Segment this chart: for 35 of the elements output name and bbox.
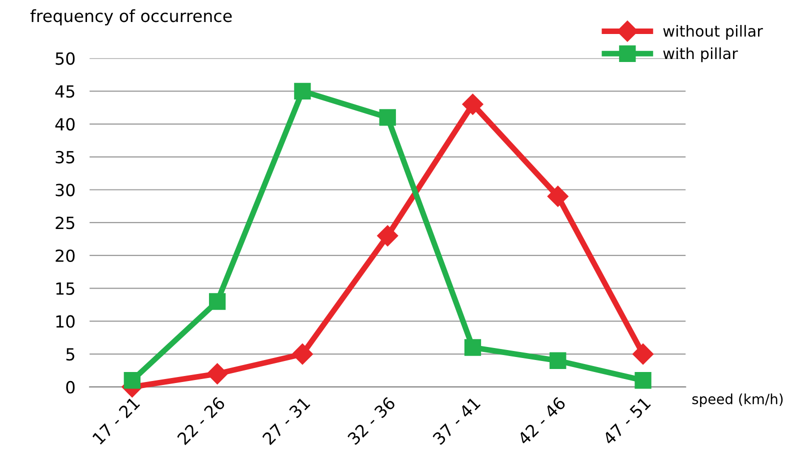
x-tick-label: 17 - 21 (92, 396, 140, 445)
point (208, 293, 226, 310)
point (547, 186, 568, 207)
y-tick-label: 20 (56, 249, 75, 262)
y-tick-label: 15 (56, 282, 74, 295)
y-tick-label: 35 (56, 150, 74, 164)
point (377, 225, 398, 246)
y-tick-label: 5 (66, 348, 74, 361)
y-tick-label: 50 (56, 52, 75, 65)
y-tick-label: 40 (55, 118, 75, 131)
point (634, 372, 652, 389)
x-axis-title: speed (km/h) (692, 394, 783, 407)
point (124, 372, 141, 389)
point (632, 344, 654, 365)
x-tick-label: 27 - 31 (262, 396, 310, 446)
point (464, 339, 482, 356)
legend-label: without pillar (663, 24, 763, 40)
point (292, 344, 313, 365)
point (550, 352, 566, 369)
y-tick-label: 45 (55, 85, 74, 98)
x-tick-label: 42 - 46 (516, 396, 566, 446)
y-tick-label: 10 (56, 315, 75, 328)
point (462, 94, 484, 115)
point (294, 82, 311, 100)
x-tick-label: 37 - 41 (432, 396, 481, 446)
legend-label: with pillar (663, 47, 738, 62)
point (206, 363, 228, 384)
y-tick-label: 25 (56, 216, 74, 230)
x-tick-label: 47 - 51 (602, 396, 652, 446)
y-tick-label: 30 (56, 184, 75, 196)
x-tick-label: 32 - 36 (346, 396, 396, 446)
x-tick-label: 22 - 26 (176, 396, 226, 446)
point (379, 109, 396, 126)
y-tick-label: 0 (66, 380, 75, 394)
y-axis-title: frequency of occurrence (30, 9, 232, 26)
